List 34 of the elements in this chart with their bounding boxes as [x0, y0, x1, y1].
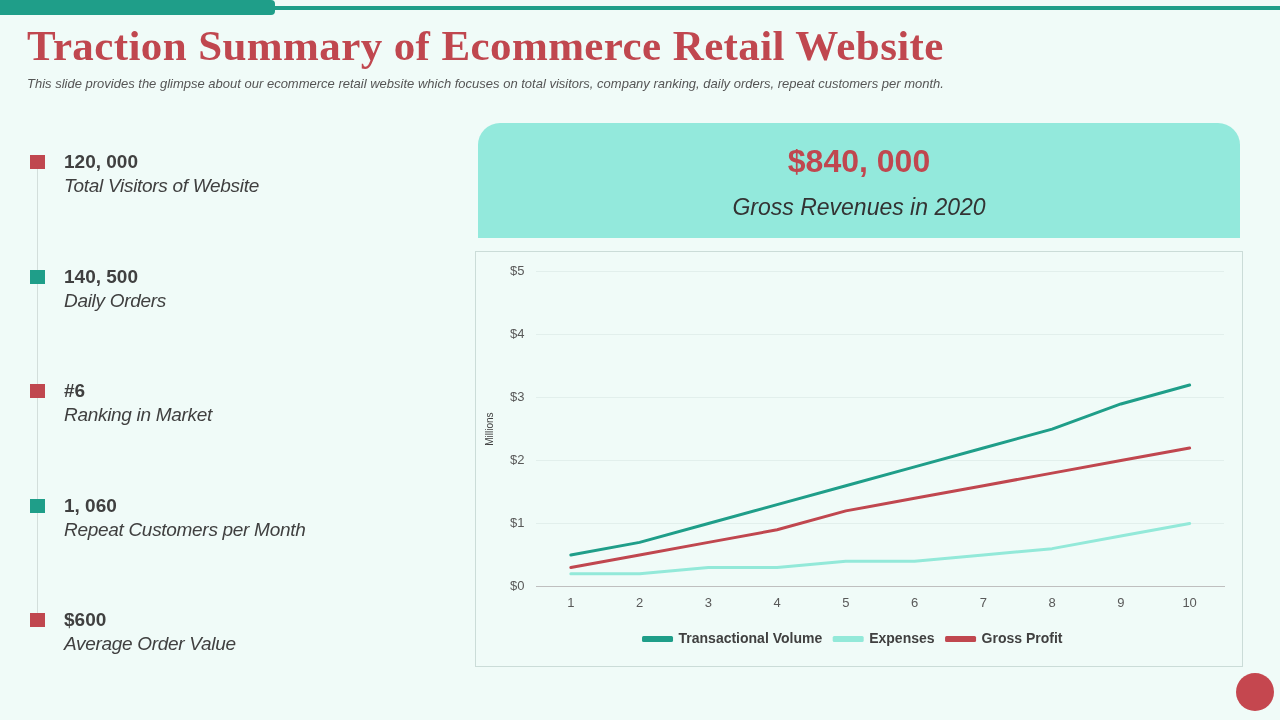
- text: Total Visitors of Website: [64, 175, 259, 197]
- text: Ranking in Market: [64, 404, 213, 426]
- text: Average Order Value: [64, 633, 236, 655]
- legend-label: Gross Profit: [981, 629, 1063, 646]
- x-tick-label: 6: [910, 594, 919, 610]
- text: Gross Revenues in 2020: [731, 193, 987, 221]
- y-tick-label: $5: [509, 263, 525, 279]
- y-tick-label: $0: [509, 577, 525, 593]
- text: 120, 000: [64, 151, 138, 173]
- text: $840, 000: [786, 142, 932, 181]
- x-tick-label: 1: [567, 594, 575, 610]
- chart-title: Traction Summary of Ecommerce Retail Website: [27, 21, 944, 71]
- x-tick-label: 9: [1117, 594, 1125, 610]
- x-tick-label: 8: [1048, 594, 1056, 610]
- legend-label: Transactional Volume: [678, 629, 823, 646]
- y-tick-label: $4: [509, 326, 525, 342]
- text: Repeat Customers per Month: [64, 518, 306, 541]
- x-tick-label: 7: [979, 594, 987, 610]
- chart-subtitle: This slide provides the glimpse about our ecommerce retail website which focuses on total visitors, company ranking, daily orders, repeat customers per month.: [27, 76, 944, 91]
- y-axis-title: Millions: [483, 412, 495, 446]
- legend-label: Expenses: [869, 629, 935, 646]
- y-tick-label: $3: [509, 389, 525, 405]
- x-tick-label: 5: [842, 594, 850, 610]
- y-tick-label: $2: [509, 452, 525, 468]
- text: 140, 500: [64, 265, 138, 288]
- x-tick-label: 10: [1182, 594, 1197, 610]
- x-tick-label: 2: [635, 594, 644, 610]
- text: Daily Orders: [64, 289, 166, 312]
- text: #6: [64, 380, 86, 402]
- text: 1, 060: [64, 494, 117, 517]
- x-tick-label: 4: [773, 594, 781, 610]
- text: $600: [64, 609, 107, 631]
- x-tick-label: 3: [704, 594, 712, 610]
- y-tick-label: $1: [509, 515, 525, 531]
